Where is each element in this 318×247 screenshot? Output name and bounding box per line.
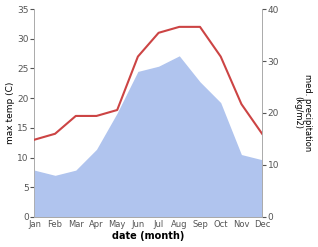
Y-axis label: med. precipitation
(kg/m2): med. precipitation (kg/m2) [293, 74, 313, 152]
X-axis label: date (month): date (month) [112, 231, 184, 242]
Y-axis label: max temp (C): max temp (C) [5, 82, 15, 144]
